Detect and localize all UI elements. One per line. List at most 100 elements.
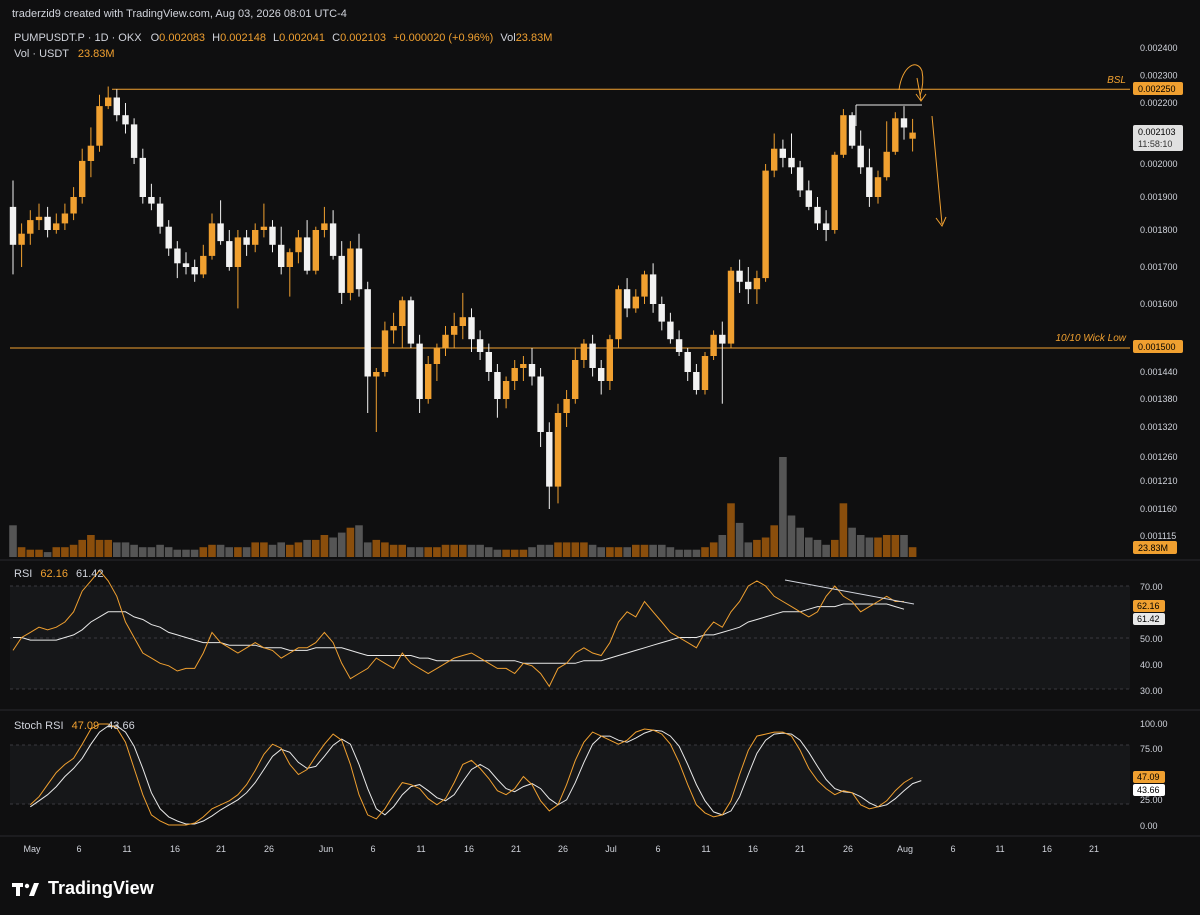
volume-bar — [43, 552, 52, 557]
legend-h-label: H — [212, 32, 220, 44]
volume-bar — [415, 547, 424, 557]
candle-body — [684, 352, 691, 372]
bsl-price-tag — [1133, 82, 1183, 95]
time-tick: 21 — [795, 844, 805, 854]
volume-bar — [381, 542, 389, 557]
time-tick: 6 — [76, 844, 81, 854]
down-arrow-line — [931, 115, 943, 225]
legend-row: PUMPUSDT.P · 1D · OKX O0.002083 H0.00214… — [14, 32, 552, 44]
candle-body — [502, 381, 510, 399]
time-tick: 6 — [370, 844, 375, 854]
vol-pane-label: Vol · USDT — [14, 48, 69, 60]
time-tick: Jun — [319, 844, 334, 854]
time-tick: Aug — [897, 844, 913, 854]
volume-bar — [519, 549, 528, 557]
candle-body — [260, 226, 268, 230]
candle-body — [511, 368, 518, 381]
candle-body — [122, 115, 129, 125]
candle-body — [373, 372, 380, 377]
candle-body — [528, 364, 536, 377]
tradingview-logo[interactable]: TradingView — [12, 878, 154, 899]
candle-body — [598, 368, 605, 381]
candle-body — [182, 263, 190, 267]
chart-canvas[interactable]: PUMPUSDT.P · 1D · OKX O0.002083 H0.00214… — [0, 26, 1200, 860]
volume-bar — [320, 535, 329, 557]
candle-body — [416, 343, 423, 399]
candle-body — [321, 223, 328, 230]
candle-body — [658, 304, 665, 322]
volume-bar — [251, 542, 259, 557]
rsi-value-tag — [1133, 600, 1165, 612]
time-tick: May — [23, 844, 41, 854]
candle-body — [347, 248, 354, 293]
candle-body — [226, 241, 233, 267]
candle-body — [35, 216, 43, 221]
volume-bar — [9, 525, 17, 557]
legend-symbol: PUMPUSDT.P · 1D · OKX — [14, 32, 142, 44]
price-tick: 0.001160 — [1140, 504, 1177, 514]
candle-body — [580, 343, 588, 360]
volume-bar — [632, 544, 640, 557]
candle-body — [269, 226, 276, 245]
legend-vol-label: Vol — [500, 32, 515, 44]
price-tick: 0.002300 — [1140, 71, 1178, 81]
volume-bar — [761, 537, 770, 557]
time-axis[interactable]: May 6 11 16 21 26 Jun 6 11 16 21 26 Jul 6 11 16 21 26 Aug 6… — [23, 844, 1099, 854]
candle-body — [796, 167, 804, 191]
volume-bar — [848, 527, 856, 557]
stoch-rsi-lines — [29, 723, 922, 826]
volume-bar — [718, 535, 727, 557]
stoch-k-line — [29, 723, 913, 826]
volume-bar — [234, 547, 242, 557]
volume-bar — [78, 539, 86, 557]
volume-bar — [614, 547, 623, 557]
rsi-tick: 70.00 — [1140, 582, 1163, 592]
candle-body — [381, 330, 389, 372]
volume-bar — [813, 539, 822, 557]
candle-body — [546, 432, 553, 487]
stoch-d-tag-text: 43.66 — [1137, 785, 1160, 795]
candle-body — [753, 278, 761, 290]
wick-low-label: 10/10 Wick Low — [1056, 333, 1127, 344]
candle-body — [451, 326, 458, 335]
candle-body — [632, 296, 639, 309]
volume-bar — [164, 547, 173, 557]
rsi-ma-tag-text: 61.42 — [1137, 614, 1160, 624]
volume-bar — [242, 547, 251, 557]
rsi-value: 62.16 — [40, 568, 68, 580]
volume-legend: Vol · USDT 23.83M — [14, 48, 115, 60]
volume-bar — [839, 503, 848, 557]
price-tick: 0.001380 — [1140, 394, 1178, 404]
candle-body — [762, 170, 769, 279]
candle-body — [139, 157, 146, 197]
candle-body — [87, 145, 95, 161]
volume-bar — [225, 547, 233, 557]
time-tick: 11 — [701, 844, 710, 854]
stoch-k-tag — [1133, 771, 1165, 783]
volume-bar — [260, 542, 268, 557]
candle-body — [286, 252, 293, 267]
volume-bar — [735, 522, 744, 557]
legend-vol-value: 23.83M — [516, 32, 553, 44]
price-tick: 0.001115 — [1140, 531, 1176, 541]
volume-bar — [683, 549, 692, 557]
volume-bar — [182, 549, 190, 557]
last-price-text: 0.002103 — [1138, 127, 1176, 137]
countdown-text: 11:58:10 — [1138, 139, 1172, 149]
volume-bar — [727, 503, 735, 557]
volume-bar — [389, 544, 398, 557]
watermark-credit: traderzid9 created with TradingView.com,… — [0, 0, 1200, 26]
candle-body — [148, 197, 155, 204]
candle-body — [27, 220, 34, 234]
volume-tag-text: 23.83M — [1138, 543, 1168, 553]
rsi-tick: 30.00 — [1140, 686, 1163, 696]
stoch-k-value: 47.09 — [72, 720, 100, 732]
volume-bar — [173, 549, 182, 557]
price-tick: 0.001600 — [1140, 299, 1178, 309]
volume-bar — [502, 549, 510, 557]
time-tick: 16 — [1042, 844, 1052, 854]
volume-bar — [666, 547, 675, 557]
volume-bar — [113, 542, 121, 557]
volume-bar — [147, 547, 156, 557]
volume-bar — [26, 549, 35, 557]
